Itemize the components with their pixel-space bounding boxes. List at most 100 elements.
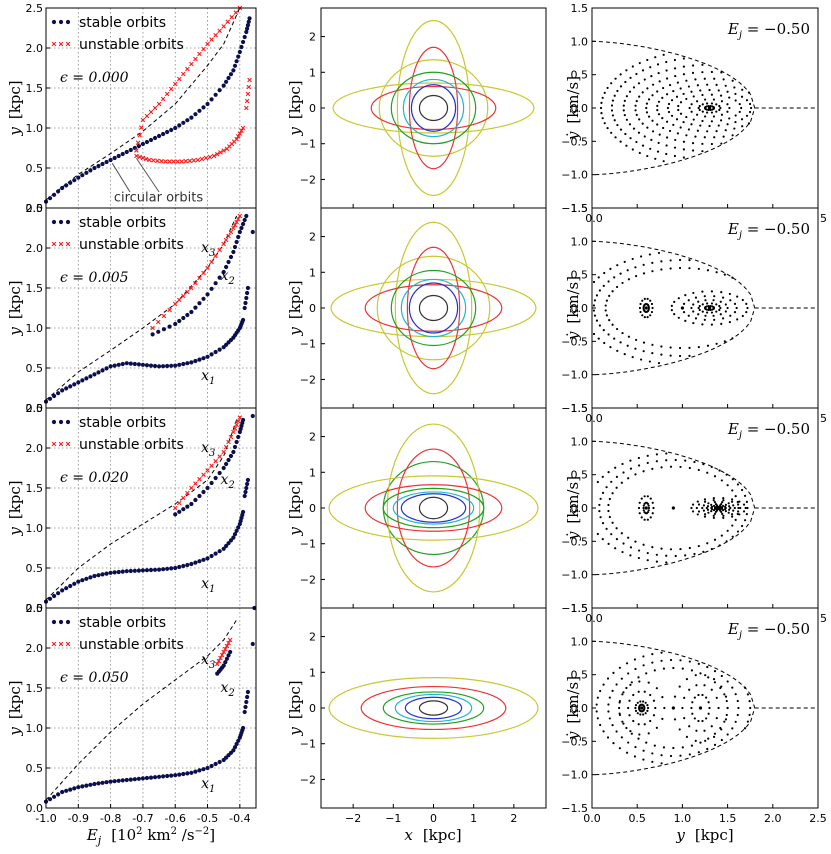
unstable-orbit-point — [134, 148, 139, 153]
unstable-orbit-point — [213, 253, 218, 259]
unstable-orbit-point — [207, 154, 213, 160]
section-point — [660, 754, 663, 757]
section-point — [721, 501, 724, 504]
section-point — [691, 71, 695, 75]
stable-orbit-point — [228, 538, 234, 543]
section-point — [748, 700, 751, 703]
stable-orbit-point — [120, 151, 125, 157]
section-point — [707, 737, 710, 740]
epsilon-label: ϵ = 0.050 — [60, 670, 129, 686]
unstable-orbit-point — [151, 158, 156, 163]
section-point — [611, 521, 614, 524]
section-point — [728, 117, 731, 120]
section-point — [692, 95, 695, 98]
section-point — [640, 516, 643, 519]
stable-orbit-point — [156, 364, 162, 369]
orbit-ellipse — [378, 59, 489, 157]
y-tick-label: −2 — [300, 573, 316, 586]
y-tick-label: −1.5 — [561, 402, 588, 415]
stable-orbit-point — [239, 44, 244, 50]
unstable-orbit-point — [201, 472, 206, 478]
section-point — [712, 735, 716, 738]
stable-orbit-point — [120, 778, 125, 783]
stable-orbit-point — [150, 332, 155, 337]
stable-orbit-point — [245, 290, 250, 296]
section-point — [603, 122, 606, 125]
section-point — [688, 546, 691, 550]
orbit-ellipse — [410, 84, 457, 132]
section-point — [722, 135, 725, 138]
stable-orbit-point — [209, 553, 214, 559]
section-point — [638, 118, 641, 121]
unstable-orbit-point — [218, 655, 223, 661]
section-point — [642, 543, 645, 546]
stable-orbit-point — [231, 68, 236, 73]
stable-orbit-point — [242, 709, 247, 715]
section-point — [703, 115, 707, 118]
stable-orbit-point — [234, 741, 239, 747]
unstable-orbit-point — [140, 155, 146, 161]
section-point — [682, 120, 685, 124]
y-tick-label: −0.5 — [561, 735, 588, 748]
section-point — [656, 150, 660, 153]
section-point — [734, 518, 737, 522]
orbit-ellipse — [390, 269, 477, 347]
section-point — [597, 276, 600, 279]
unstable-orbit-point — [213, 458, 218, 464]
section-point — [599, 106, 603, 110]
section-point — [731, 478, 734, 481]
stable-orbit-point — [197, 768, 202, 773]
stable-orbit-point — [224, 264, 229, 270]
stable-orbit-point — [197, 559, 202, 564]
section-point — [747, 122, 751, 125]
section-point — [688, 346, 691, 349]
section-point — [646, 495, 649, 498]
section-point — [662, 86, 665, 90]
section-point — [593, 314, 597, 317]
section-point — [643, 297, 646, 301]
curve-label: x2 — [220, 268, 234, 287]
section-point — [621, 693, 624, 696]
section-point — [629, 683, 632, 687]
section-point — [607, 333, 610, 336]
section-point — [637, 131, 641, 134]
legend-stable-marker — [51, 219, 57, 225]
section-point — [668, 83, 672, 87]
unstable-orbit-point — [217, 28, 222, 34]
section-point — [644, 712, 647, 715]
section-point — [706, 505, 710, 508]
stable-orbit-point — [132, 568, 137, 573]
unstable-orbit-point — [147, 157, 152, 163]
stable-orbit-point — [136, 568, 141, 573]
unstable-orbit-point — [203, 155, 209, 161]
section-point — [651, 752, 654, 755]
section-point — [690, 103, 693, 106]
section-point — [683, 696, 686, 699]
section-point — [630, 681, 633, 684]
section-point — [746, 306, 749, 310]
left-panel-1: stable orbits unstable orbits ϵ = 0.000 cir… — [6, 2, 257, 215]
section-point — [642, 263, 645, 266]
section-point — [649, 66, 652, 69]
stable-orbit-point — [100, 572, 105, 577]
section-point — [710, 323, 714, 326]
unstable-orbit-point — [135, 140, 141, 146]
section-point — [635, 140, 638, 144]
stable-orbit-point — [132, 145, 137, 151]
section-point — [682, 311, 686, 314]
section-point — [718, 304, 721, 308]
section-point — [745, 302, 748, 305]
section-point — [639, 700, 642, 703]
y-tick-label: −1 — [300, 738, 316, 751]
section-point — [622, 542, 625, 545]
stable-orbit-point — [152, 567, 158, 572]
section-point — [679, 547, 682, 551]
section-point — [723, 720, 726, 723]
section-point — [717, 706, 720, 710]
section-point — [628, 699, 631, 702]
energy-label: Ej = −0.50 — [727, 220, 810, 241]
section-point — [721, 296, 725, 299]
section-point — [602, 730, 605, 733]
section-point — [621, 331, 624, 335]
orbit-ellipse — [402, 78, 465, 138]
